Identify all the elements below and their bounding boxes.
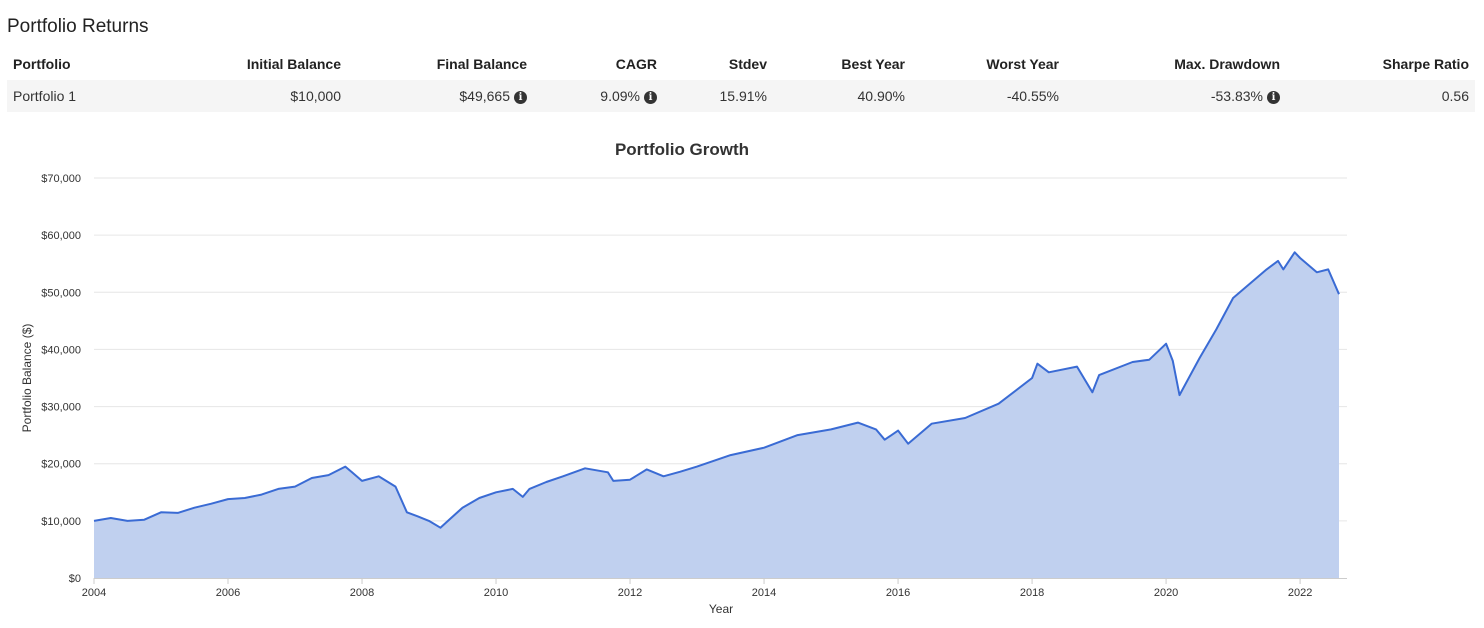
header-best-year[interactable]: Best Year [841,55,905,72]
header-initial-balance[interactable]: Initial Balance [246,55,341,72]
section-title: Portfolio Returns [7,16,149,37]
portfolio-growth-chart: Portfolio Growth $0 $10,000 $20,000 $30,000… [20,140,1347,616]
table-row: Portfolio 1 $10,000 $49,665 i 9.09% i 15.9… [7,79,1475,112]
x-tick-label: 2012 [618,587,642,599]
x-tick-label: 2006 [216,587,240,599]
y-tick-label: $50,000 [41,287,81,299]
y-tick-label: $0 [69,573,81,585]
header-sharpe-ratio[interactable]: Sharpe Ratio [1382,55,1469,72]
header-cagr[interactable]: CAGR [615,55,657,72]
cell-max-drawdown: -53.83% i [1065,79,1286,112]
series-line [93,251,1340,529]
x-tick-label: 2010 [484,587,508,599]
x-tick-label: 2004 [82,587,106,599]
cagr-value: 9.09% [600,88,640,104]
header-worst-year[interactable]: Worst Year [986,55,1059,72]
cell-sharpe-ratio: 0.56 [1441,88,1469,104]
x-axis-title: Year [709,602,733,616]
chart-grid [94,177,1347,522]
cell-portfolio: Portfolio 1 [13,88,77,104]
x-tick-label: 2022 [1288,587,1312,599]
x-tick-label: 2020 [1154,587,1178,599]
y-axis: $0 $10,000 $20,000 $30,000 $40,000 $50,000 $60… [41,173,81,585]
cell-stdev: 15.91% [719,88,767,104]
info-circle-icon[interactable]: i [644,91,657,104]
x-tick-label: 2018 [1020,587,1044,599]
info-circle-icon[interactable]: i [1267,91,1280,104]
x-tick-label: 2016 [886,587,910,599]
cell-cagr: 9.09% i [533,79,663,112]
final-balance-value: $49,665 [459,88,510,104]
y-tick-label: $20,000 [41,459,81,471]
cell-initial-balance: $10,000 [290,88,341,104]
y-tick-label: $70,000 [41,173,81,185]
chart-title: Portfolio Growth [615,140,749,159]
x-tick-label: 2008 [350,587,374,599]
cell-best-year: 40.90% [857,88,905,104]
max-drawdown-value: -53.83% [1210,88,1263,104]
portfolio-returns-table: Portfolio Initial Balance Final Balance … [7,49,1475,112]
cell-final-balance: $49,665 i [347,79,533,112]
y-tick-label: $30,000 [41,402,81,414]
y-tick-label: $40,000 [41,344,81,356]
table-header-row: Portfolio Initial Balance Final Balance … [7,49,1475,79]
chart-series [93,251,1340,579]
y-axis-title: Portfolio Balance ($) [20,324,34,433]
x-axis: 2004 2006 2008 2010 2012 2014 2016 2018 2020 2022 [82,578,1347,599]
header-max-drawdown[interactable]: Max. Drawdown [1174,55,1280,72]
header-portfolio[interactable]: Portfolio [13,55,71,72]
x-tick-label: 2014 [752,587,776,599]
header-final-balance[interactable]: Final Balance [436,55,527,72]
y-tick-label: $10,000 [41,516,81,528]
info-circle-icon[interactable]: i [514,91,527,104]
header-stdev[interactable]: Stdev [728,55,767,72]
series-area [94,252,1339,579]
cell-worst-year: -40.55% [1006,88,1059,104]
y-tick-label: $60,000 [41,230,81,242]
